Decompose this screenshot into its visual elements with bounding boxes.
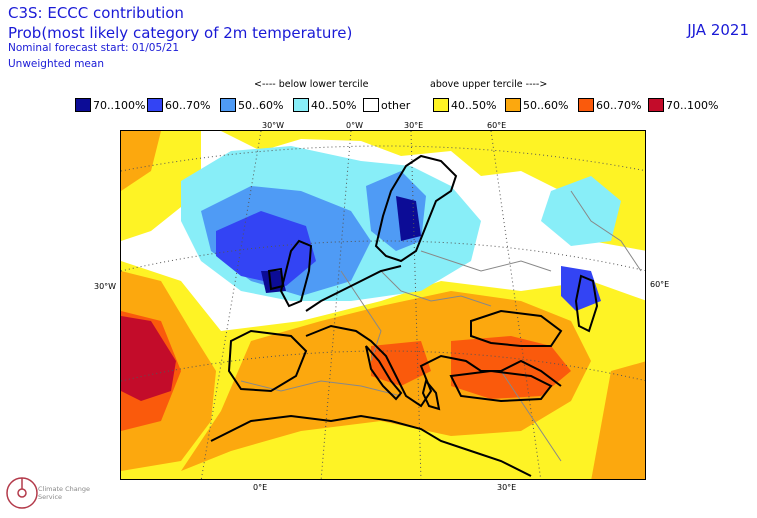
zone-navy-finland (396, 196, 421, 241)
legend-swatch (433, 98, 449, 112)
legend-swatch (147, 98, 163, 112)
border (240, 380, 402, 397)
coast-africa (210, 414, 532, 477)
border (420, 250, 552, 272)
legend-label: 70..100% (93, 98, 146, 112)
coast-italy (365, 345, 403, 401)
coast-turkey (449, 369, 553, 403)
legend-above-label: above upper tercile ----> (430, 79, 548, 90)
legend-item: 40..50% (433, 97, 496, 113)
zone-yellow-north (221, 131, 645, 251)
below-tercile-regions (181, 146, 621, 311)
legend-label: 50..60% (238, 98, 284, 112)
coast-europe-south (305, 324, 562, 408)
coast-uk (279, 239, 313, 308)
legend-swatch (505, 98, 521, 112)
logo-dot (17, 488, 27, 498)
copernicus-logo (6, 477, 38, 509)
legend-item: other (363, 97, 410, 113)
map-canvas (121, 131, 645, 479)
lat-line (121, 145, 645, 172)
zone-red-west (121, 316, 176, 401)
country-borders (240, 190, 642, 462)
legend-swatch (648, 98, 664, 112)
border (500, 370, 562, 462)
lat-label-right: 60°E (650, 280, 670, 289)
legend-swatch (293, 98, 309, 112)
coast-scandinavia (374, 154, 458, 263)
legend-label: 70..100% (666, 98, 719, 112)
lon-line (490, 131, 542, 479)
border (570, 190, 642, 272)
lat-label-left: 30°W (94, 282, 117, 291)
lon-label-top: 30°E (404, 121, 424, 130)
legend-item: 70..100% (648, 97, 718, 113)
legend-item: 60..70% (578, 97, 641, 113)
lon-label-top: 0°W (346, 121, 363, 130)
forecast-start: Nominal forecast start: 01/05/21 (8, 42, 180, 54)
logo-text: Climate Change Service (38, 485, 90, 501)
legend-item: 60..70% (147, 97, 210, 113)
chart-title: C3S: ECCC contribution (8, 4, 184, 22)
legend-item: 40..50% (293, 97, 356, 113)
lon-label-bottom: 0°E (253, 483, 268, 492)
coast-black-sea (470, 309, 563, 347)
legend-label: 60..70% (165, 98, 211, 112)
coast-caspian (574, 274, 599, 333)
lon-label-top: 60°E (487, 121, 507, 130)
coast-greece (421, 378, 441, 411)
zone-redorange-balkan (371, 341, 431, 386)
coast-europe-north (305, 265, 402, 312)
graticule (121, 131, 645, 479)
border (380, 270, 492, 307)
zone-redorange-turkey (451, 336, 571, 399)
above-tercile-regions (121, 131, 645, 479)
legend-label: 40..50% (451, 98, 497, 112)
zone-orange-northwest (121, 131, 161, 191)
coast-ireland (267, 267, 285, 291)
chart-subtitle: Prob(most likely category of 2m temperat… (8, 24, 353, 42)
legend-label: other (381, 98, 411, 112)
coastlines (210, 154, 599, 477)
lat-line (121, 240, 645, 272)
legend-swatch (75, 98, 91, 112)
legend-item: 70..100% (75, 97, 145, 113)
zone-royalblue-atlantic (216, 211, 316, 286)
lon-line (320, 131, 352, 479)
legend-label: 50..60% (523, 98, 569, 112)
legend-swatch (363, 98, 379, 112)
legend-item: 50..60% (505, 97, 568, 113)
legend-label: 60..70% (596, 98, 642, 112)
legend-swatch (578, 98, 594, 112)
coast-iberia (227, 329, 308, 393)
legend-item: 50..60% (220, 97, 283, 113)
legend-swatch (220, 98, 236, 112)
zone-orange-east (591, 361, 645, 479)
zone-royalblue-caspian (561, 266, 601, 311)
zone-cyan-east (541, 176, 621, 246)
lon-label-top: 30°W (262, 121, 285, 130)
legend-label: 40..50% (311, 98, 357, 112)
lat-line (121, 350, 645, 382)
probability-map (120, 130, 646, 480)
lon-label-bottom: 30°E (497, 483, 517, 492)
legend-below-label: <---- below lower tercile (254, 79, 369, 90)
mean-type: Unweighted mean (8, 58, 104, 70)
season-label: JJA 2021 (687, 21, 749, 39)
